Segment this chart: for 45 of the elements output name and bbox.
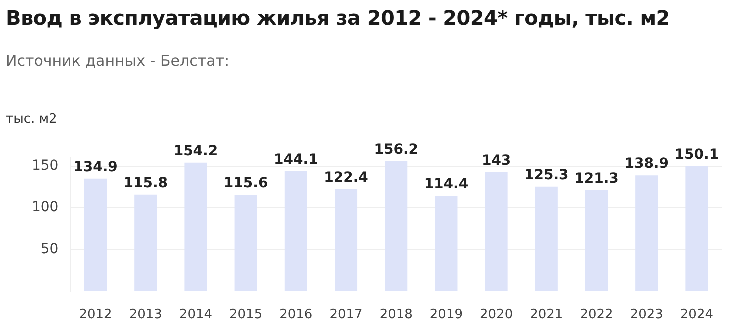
bar — [535, 186, 558, 292]
data-label: 125.3 — [524, 168, 569, 184]
data-label: 114.4 — [424, 176, 469, 193]
x-tick-label: 2012 — [79, 308, 112, 323]
bar — [435, 196, 458, 292]
x-tick-label: 2017 — [330, 308, 363, 323]
data-label: 156.2 — [374, 142, 419, 158]
bar — [686, 166, 708, 292]
data-label: 138.9 — [624, 156, 669, 172]
data-label: 115.8 — [124, 175, 168, 192]
x-tick-label: 2022 — [580, 308, 614, 323]
y-axis-title: тыс. м2 — [6, 112, 58, 127]
chart-title: Ввод в эксплуатацию жилья за 2012 - 2024* годы, тыс. м2 — [6, 6, 670, 30]
data-label: 121.3 — [574, 170, 619, 187]
bar — [134, 194, 158, 292]
data-label: 122.4 — [324, 170, 369, 186]
data-label: 134.9 — [74, 160, 118, 176]
bar — [284, 171, 308, 292]
x-tick-label: 2015 — [230, 308, 263, 323]
x-tick-label: 2024 — [680, 308, 714, 323]
bar — [385, 161, 408, 292]
data-label: 150.1 — [674, 146, 720, 163]
x-tick-label: 2018 — [380, 308, 413, 323]
bar — [234, 195, 258, 292]
bar — [636, 176, 658, 292]
bar — [585, 190, 608, 292]
chart-subtitle: Источник данных - Белстат: — [6, 52, 230, 70]
data-label: 154.2 — [174, 143, 218, 160]
x-tick-label: 2014 — [179, 308, 213, 323]
y-tick-label: 50 — [40, 241, 59, 258]
data-label: 115.6 — [224, 176, 268, 192]
x-tick-label: 2020 — [480, 308, 514, 323]
x-tick-label: 2019 — [430, 308, 464, 323]
bar — [84, 178, 108, 292]
data-label: 143 — [482, 152, 512, 169]
y-tick-label: 100 — [32, 200, 59, 216]
bar — [184, 162, 208, 292]
bar — [334, 189, 358, 292]
x-tick-label: 2023 — [630, 308, 664, 323]
y-tick-label: 150 — [32, 158, 59, 174]
x-tick-label: 2016 — [280, 308, 313, 323]
bar — [485, 172, 508, 292]
x-tick-label: 2013 — [129, 308, 162, 323]
data-label: 144.1 — [274, 152, 318, 168]
x-tick-label: 2021 — [530, 308, 564, 323]
